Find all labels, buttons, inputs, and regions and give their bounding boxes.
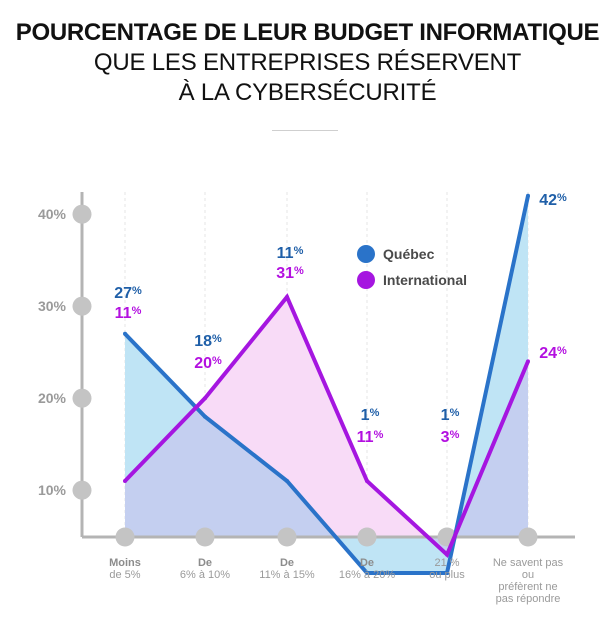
x-tick-label-line: de 5%: [109, 569, 141, 581]
international-point-3: [285, 295, 289, 299]
x-tick-label-strong: De: [197, 557, 213, 569]
international-point-4: [365, 479, 369, 483]
quebec-point-1: [123, 331, 127, 336]
quebec-data-label-4: 1%: [361, 407, 380, 424]
x-tick-label-3: De 11% à 15%: [239, 557, 335, 581]
x-tick-label-line: ou plus: [429, 569, 465, 581]
x-tick-label-1: Moins de 5%: [77, 557, 173, 581]
legend-quebec-dot: [357, 245, 375, 263]
y-tick-dot-30: [72, 296, 92, 316]
international-data-label-5: 3%: [441, 429, 460, 446]
international-data-label-4: 11%: [357, 429, 384, 446]
quebec-line: [123, 195, 530, 575]
international-data-label-1: 11%: [115, 305, 142, 322]
x-tick-label-strong: De: [359, 557, 375, 569]
international-point-5: [445, 552, 449, 557]
x-tick-dot-3: [277, 527, 297, 547]
x-tick-label-2: De 6% à 10%: [157, 557, 253, 581]
international-point-1: [123, 479, 127, 483]
x-tick-label-strong: Moins: [109, 557, 141, 569]
y-tick-dot-40: [72, 204, 92, 224]
quebec-point-4: [365, 571, 369, 575]
x-tick-label-strong: De: [279, 557, 295, 569]
x-tick-label-line: 11% à 15%: [259, 569, 315, 581]
y-tick-label-10: 10%: [38, 482, 67, 498]
quebec-point-5: [445, 571, 449, 575]
international-data-label-2: 20%: [194, 355, 222, 372]
quebec-data-label-6: 42%: [539, 192, 567, 209]
quebec-point-2: [203, 414, 207, 419]
x-tick-label-line: Ne savent pas: [492, 557, 564, 569]
title-divider: [272, 130, 338, 131]
chart-title: POURCENTAGE DE LEUR BUDGET INFORMATIQUE …: [0, 18, 615, 108]
quebec-point-6: [526, 193, 530, 198]
title-line-2: QUE LES ENTREPRISES RÉSERVENT: [93, 49, 522, 76]
legend: Québec International: [357, 245, 467, 289]
y-tick-label-20: 20%: [38, 390, 67, 406]
international-point-6: [526, 359, 530, 364]
y-tick-dot-10: [72, 480, 92, 500]
x-tick-dot-1: [115, 527, 135, 547]
title-line-1: POURCENTAGE DE LEUR BUDGET INFORMATIQUE: [15, 19, 600, 46]
legend-quebec-label: Québec: [383, 246, 435, 262]
quebec-data-label-2: 18%: [194, 333, 222, 350]
y-tick-dot-20: [72, 388, 92, 408]
international-point-2: [203, 396, 207, 401]
y-tick-label-40: 40%: [38, 206, 67, 222]
legend-international-label: International: [383, 272, 467, 288]
title-line-3: À LA CYBERSÉCURITÉ: [178, 79, 437, 106]
x-tick-label-line: 16% à 20%: [338, 569, 396, 581]
quebec-data-label-5: 1%: [441, 407, 460, 424]
x-tick-label-line: ou: [521, 569, 535, 581]
x-tick-label-6: Ne savent pas ou préfèrent ne pas répondre: [480, 557, 576, 605]
x-tick-label-line: 6% à 10%: [179, 569, 231, 581]
x-tick-dot-4: [357, 527, 377, 547]
x-tick-dot-6: [518, 527, 538, 547]
x-tick-label-line: préfèrent ne: [498, 581, 558, 593]
x-tick-label-5: 21 % ou plus: [399, 557, 495, 581]
legend-international-dot: [357, 271, 375, 289]
quebec-point-3: [285, 479, 289, 483]
quebec-data-label-1: 27%: [114, 285, 142, 302]
x-tick-label-4: De 16% à 20%: [319, 557, 415, 581]
y-tick-label-30: 30%: [38, 298, 67, 314]
x-tick-label-line: pas répondre: [495, 593, 561, 605]
quebec-data-label-3: 11%: [277, 245, 304, 262]
international-data-label-6: 24%: [539, 345, 567, 362]
x-tick-label-line: 21 %: [434, 557, 460, 569]
x-tick-dot-2: [195, 527, 215, 547]
international-line: [123, 293, 530, 559]
international-data-label-3: 31%: [276, 265, 304, 282]
